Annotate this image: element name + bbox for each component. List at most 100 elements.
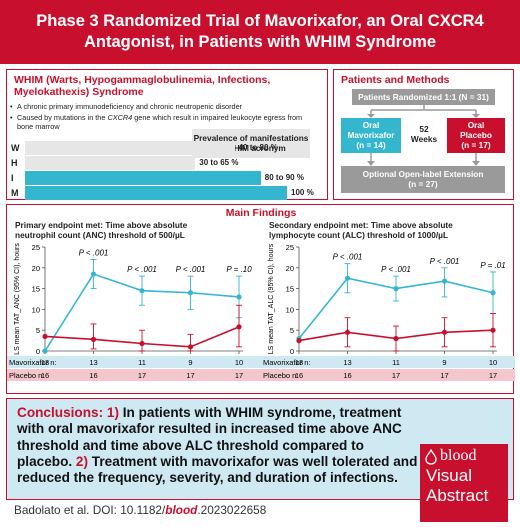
methods-heading: Patients and Methods (341, 74, 450, 86)
citation: Badolato et al. DOI: 10.1182/blood.20230… (14, 503, 266, 517)
title-banner: Phase 3 Randomized Trial of Mavorixafor,… (0, 0, 520, 64)
secondary-line2: lymphocyte count (ALC) threshold of 1000… (269, 230, 449, 240)
alc-mav-n-4: 10 (489, 358, 497, 367)
logo-line1: Visual (426, 466, 472, 485)
alc-y-tick-label-5: 5 (290, 326, 294, 335)
anc-pvalue-1: P < .001 (79, 248, 109, 257)
arm1-line1: Oral (362, 120, 380, 130)
alc-mav-n-2: 11 (392, 358, 400, 367)
mavorixafor-arm-box: Oral Mavorixafor (n = 14) (341, 118, 401, 153)
conclusion-label: Conclusions: (17, 405, 104, 420)
alc-mav-n-1: 13 (343, 358, 351, 367)
anc-pbo-n-label: Placebo n: (9, 371, 44, 380)
anc-placebo-series-point-2 (139, 340, 145, 347)
alc-mav-n-row-bg (261, 356, 515, 368)
anc-chart: 0 5 10 15 20 25 LS mean TAT_ANC (95% CI), hour… (7, 243, 261, 381)
alc-y-label: LS mean TAT_ALC (95% CI), hours (268, 243, 275, 354)
conclusion-num-2: 2) (75, 453, 89, 469)
anc-pvalue-4: P = .10 (226, 265, 252, 274)
bullet-2-pre: Caused by mutations in the (17, 113, 108, 122)
primary-endpoint-title: Primary endpoint met: Time above absolut… (15, 220, 255, 240)
alc-chart: 0 5 10 15 20 25 LS mean TAT_ALC (95% CI), hour… (261, 243, 515, 381)
anc-mavorixafor-series-point-0 (42, 348, 48, 354)
primary-line1: Primary endpoint met: Time above absolut… (15, 220, 188, 230)
alc-y-tick-label-20: 20 (286, 264, 294, 273)
anc-mav-n-label: Mavorixafor n: (9, 358, 57, 367)
anc-placebo-series-point-3 (187, 344, 194, 350)
alc-pbo-n-3: 17 (440, 371, 448, 380)
alc-pvalue-1: P < .001 (333, 253, 363, 262)
anc-y-tick-label-0: 0 (36, 347, 40, 356)
anc-y-tick-label-15: 15 (32, 285, 40, 294)
logo-line2: Abstract (426, 486, 489, 505)
prevalence-bar-h (25, 156, 196, 170)
prevalence-value-w: 40 to 80 % (238, 143, 278, 152)
alc-y-tick-label-0: 0 (290, 347, 294, 356)
secondary-line1: Secondary endpoint met: Time above absol… (269, 220, 453, 230)
anc-y-tick-label-10: 10 (32, 305, 40, 314)
conclusion-num-1: 1) (106, 405, 119, 420)
alc-pbo-n-1: 16 (343, 371, 351, 380)
alc-placebo-series-point-4 (490, 327, 496, 333)
anc-mav-n-0: 13 (41, 358, 49, 367)
anc-pvalue-3: P < .001 (176, 265, 206, 274)
alc-y-tick-label-25: 25 (286, 243, 294, 252)
alc-mavorixafor-series-point-4 (490, 290, 496, 296)
duration-line2: Weeks (410, 134, 438, 144)
alc-pbo-n-2: 17 (392, 371, 400, 380)
methods-arrows (367, 105, 480, 166)
conclusion-text-2: Treatment with mavorixafor was well tole… (17, 453, 418, 486)
anc-pbo-n-2: 17 (138, 371, 146, 380)
prevalence-value-h: 30 to 65 % (199, 158, 239, 167)
prevalence-bar-m (25, 186, 287, 200)
alc-pbo-n-row-bg (261, 369, 515, 381)
anc-mav-n-2: 11 (138, 358, 146, 367)
prevalence-value-m: 100 % (291, 188, 314, 197)
anc-pbo-n-3: 17 (186, 371, 194, 380)
arm2-line2: Placebo (460, 130, 492, 140)
anc-mav-n-3: 9 (188, 358, 192, 367)
whim-heading: WHIM (Warts, Hypogammaglobulinemia, Infe… (14, 74, 271, 98)
anc-y-tick-label-20: 20 (32, 264, 40, 273)
title-line-2: Antagonist, in Patients with WHIM Syndro… (83, 33, 436, 51)
secondary-endpoint-title: Secondary endpoint met: Time above absol… (269, 220, 509, 240)
alc-pbo-n-0: 16 (295, 371, 303, 380)
randomized-box: Patients Randomized 1:1 (N = 31) (352, 89, 495, 105)
extension-line2: (n = 27) (408, 179, 438, 189)
alc-mavorixafor-series-point-3 (441, 278, 448, 284)
alc-mavorixafor-series-point-1 (344, 275, 351, 281)
anc-y-tick-label-25: 25 (32, 243, 40, 252)
anc-mavorixafor-series-point-4 (236, 294, 242, 300)
methods-panel: Patients and Methods Patients Randomized… (333, 69, 514, 200)
anc-mav-n-1: 13 (89, 358, 97, 367)
anc-pbo-n-0: 16 (41, 371, 49, 380)
anc-placebo-series-point-4 (236, 324, 242, 330)
arm1-line3: (n = 14) (356, 140, 386, 150)
conclusion-text: Conclusions: 1) In patients with WHIM sy… (17, 405, 419, 486)
alc-mavorixafor-series-point-2 (393, 286, 399, 292)
extension-box: Optional Open-label Extension (n = 27) (341, 166, 505, 193)
placebo-arm-box: Oral Placebo (n = 17) (447, 118, 505, 153)
logo-brand: blood (440, 447, 477, 464)
anc-mavorixafor-series-point-1 (90, 271, 97, 277)
prevalence-bar-i (25, 171, 261, 185)
alc-pvalue-4: P = .01 (480, 261, 505, 270)
citation-pre: Badolato et al. DOI: 10.1182/ (14, 503, 166, 517)
alc-y-tick-label-10: 10 (286, 305, 294, 314)
citation-journal: blood (165, 503, 198, 517)
alc-pbo-n-label: Placebo n: (263, 371, 298, 380)
alc-placebo-series-point-0 (296, 338, 302, 344)
prevalence-letter-i: I (11, 173, 14, 183)
prevalence-letter-m: M (11, 188, 19, 198)
findings-panel: Main Findings Primary endpoint met: Time… (6, 204, 515, 394)
alc-placebo-series-point-1 (344, 329, 351, 335)
alc-placebo-series-point-3 (441, 329, 448, 335)
anc-mavorixafor-series-point-3 (187, 290, 194, 296)
whim-panel: WHIM (Warts, Hypogammaglobulinemia, Infe… (6, 69, 328, 200)
bullet-2-gene: CXCR4 (107, 113, 133, 122)
anc-pvalue-2: P < .001 (127, 265, 157, 274)
alc-pbo-n-4: 17 (489, 371, 497, 380)
duration-label: 52 Weeks (404, 124, 444, 144)
alc-mav-n-3: 9 (442, 358, 446, 367)
extension-line1: Optional Open-label Extension (362, 169, 484, 179)
